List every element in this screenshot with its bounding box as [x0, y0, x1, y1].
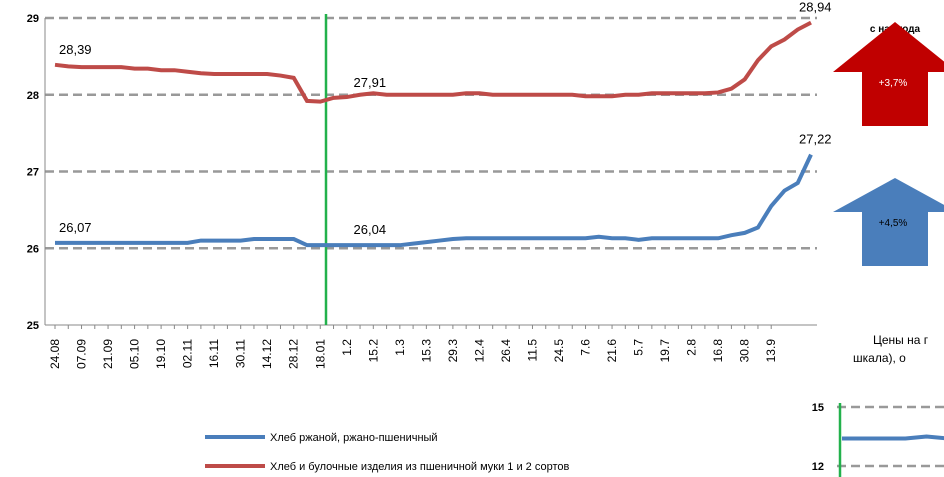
x-tick-label: 1.3	[393, 339, 407, 356]
data-label: 27,22	[799, 132, 832, 147]
x-tick-label: 30.11	[234, 339, 248, 368]
x-tick-label: 1.2	[340, 339, 354, 356]
x-tick-label: 30.8	[738, 339, 752, 363]
legend-label: Хлеб ржаной, ржано-пшеничный	[270, 432, 438, 444]
x-tick-label: 14.12	[260, 339, 274, 369]
y-tick-label: 28	[27, 90, 39, 102]
y-tick-label: 15	[812, 402, 824, 414]
change-label: +3,7%	[879, 78, 908, 89]
x-tick-label: 18.01	[313, 339, 327, 369]
y-tick-label: 12	[812, 461, 824, 473]
x-tick-label: 28.12	[287, 339, 301, 369]
x-tick-label: 19.7	[658, 339, 672, 363]
y-tick-label: 29	[27, 13, 39, 25]
x-tick-label: 16.8	[711, 339, 725, 363]
x-tick-label: 19.10	[154, 339, 168, 369]
x-tick-label: 16.11	[207, 339, 221, 368]
x-tick-label: 07.09	[75, 339, 89, 369]
y-tick-label: 27	[27, 167, 39, 179]
x-tick-label: 26.4	[499, 339, 513, 363]
change-arrow	[833, 22, 944, 126]
series-line	[54, 20, 812, 104]
data-label: 26,07	[59, 220, 92, 235]
legend-label: Хлеб и булочные изделия из пшеничной мук…	[270, 461, 570, 473]
x-tick-label: 15.2	[366, 339, 380, 363]
x-tick-label: 7.6	[579, 339, 593, 356]
x-tick-label: 02.11	[181, 339, 195, 368]
x-tick-label: 13.9	[764, 339, 778, 363]
data-label: 28,94	[799, 0, 832, 15]
change-label: +4,5%	[879, 218, 908, 229]
x-tick-label: 2.8	[685, 339, 699, 356]
change-arrow	[833, 178, 944, 266]
data-label: 28,39	[59, 42, 92, 57]
x-tick-label: 5.7	[632, 339, 646, 356]
inset-title: Цены на г	[873, 333, 929, 347]
x-tick-label: 15.3	[419, 339, 433, 363]
inset-title: шкала), о	[853, 351, 906, 365]
series-line	[55, 153, 813, 248]
x-tick-label: 24.08	[48, 339, 62, 369]
series-line	[842, 434, 944, 441]
x-tick-label: 24.5	[552, 339, 566, 363]
data-label: 26,04	[354, 222, 387, 237]
x-tick-label: 21.6	[605, 339, 619, 363]
x-tick-label: 12.4	[472, 339, 486, 363]
x-tick-label: 11.5	[525, 339, 539, 362]
y-tick-label: 26	[27, 243, 39, 255]
x-tick-label: 05.10	[128, 339, 142, 369]
x-tick-label: 21.09	[101, 339, 115, 369]
y-tick-label: 25	[27, 320, 39, 332]
data-label: 27,91	[354, 75, 387, 90]
x-tick-label: 29.3	[446, 339, 460, 363]
